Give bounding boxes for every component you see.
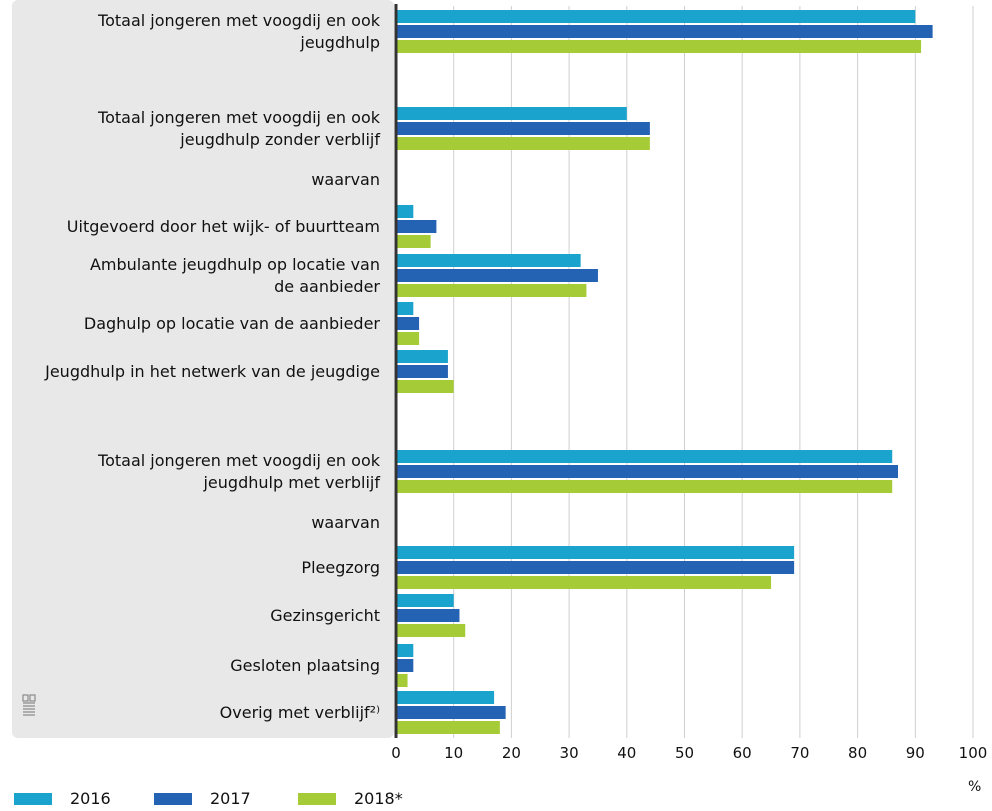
category-label: Jeugdhulp in het netwerk van de jeugdige bbox=[0, 361, 380, 383]
x-tick-label: 60 bbox=[733, 744, 752, 762]
category-label: Daghulp op locatie van de aanbieder bbox=[0, 313, 380, 335]
bar-2017-12 bbox=[396, 706, 506, 719]
bar-2017-0 bbox=[396, 25, 933, 38]
category-label-line: Daghulp op locatie van de aanbieder bbox=[83, 313, 380, 333]
bar-2017-10 bbox=[396, 609, 460, 622]
category-label: Totaal jongeren met voogdij en ook jeugdh… bbox=[0, 10, 380, 54]
bar-2016-6 bbox=[396, 350, 448, 363]
legend-label-2017: 2017 bbox=[210, 789, 251, 808]
bar-2016-10 bbox=[396, 594, 454, 607]
bar-2017-6 bbox=[396, 365, 448, 378]
legend-label-2016: 2016 bbox=[70, 789, 111, 808]
bar-2018-12 bbox=[396, 721, 500, 734]
bar-2018-6 bbox=[396, 380, 454, 393]
category-label-line: de aanbieder bbox=[274, 276, 380, 296]
x-tick-label: 10 bbox=[444, 744, 463, 762]
category-label: Uitgevoerd door het wijk- of buurtteam bbox=[0, 216, 380, 238]
bar-2016-11 bbox=[396, 644, 414, 657]
category-label-line: Jeugdhulp in het netwerk van de jeugdige bbox=[45, 361, 380, 381]
bar-2016-7 bbox=[396, 450, 893, 463]
legend-swatch-2016 bbox=[14, 793, 52, 805]
category-label: Overig met verblijf²⁾ bbox=[0, 702, 380, 724]
bar-2016-12 bbox=[396, 691, 495, 704]
category-label-line: Gesloten plaatsing bbox=[230, 655, 380, 675]
bar-2018-1 bbox=[396, 137, 650, 150]
category-label-line: Pleegzorg bbox=[301, 557, 380, 577]
x-tick-label: 0 bbox=[391, 744, 401, 762]
category-label-line: Uitgevoerd door het wijk- of buurtteam bbox=[66, 216, 380, 236]
category-label-line: jeugdhulp bbox=[300, 32, 380, 52]
bar-2018-4 bbox=[396, 284, 587, 297]
category-label-line: jeugdhulp zonder verblijf bbox=[180, 129, 380, 149]
category-label-line: waarvan bbox=[311, 513, 380, 532]
bar-2016-9 bbox=[396, 546, 795, 559]
bar-2017-5 bbox=[396, 317, 420, 330]
category-label: waarvan bbox=[0, 512, 380, 534]
bar-2016-0 bbox=[396, 10, 916, 23]
bar-2018-11 bbox=[396, 674, 408, 687]
category-label: Gesloten plaatsing bbox=[0, 655, 380, 677]
x-axis-unit-label: % bbox=[968, 779, 982, 795]
bar-2017-1 bbox=[396, 122, 650, 135]
x-tick-label: 20 bbox=[502, 744, 521, 762]
category-label: Gezinsgericht bbox=[0, 605, 380, 627]
bar-2017-9 bbox=[396, 561, 795, 574]
bar-2017-4 bbox=[396, 269, 598, 282]
bar-2017-7 bbox=[396, 465, 898, 478]
x-tick-label: 80 bbox=[848, 744, 867, 762]
category-label: Totaal jongeren met voogdij en ook jeugdh… bbox=[0, 107, 380, 151]
category-label-line: Totaal jongeren met voogdij en ook bbox=[98, 107, 380, 127]
legend-swatch-2018 bbox=[298, 793, 336, 805]
bar-2017-3 bbox=[396, 220, 437, 233]
bar-2018-3 bbox=[396, 235, 431, 248]
category-label-line: Overig met verblijf²⁾ bbox=[219, 702, 380, 722]
cbs-logo-icon bbox=[22, 694, 36, 716]
bar-2016-5 bbox=[396, 302, 414, 315]
legend-swatch-2017 bbox=[154, 793, 192, 805]
bar-2016-1 bbox=[396, 107, 627, 120]
bar-2017-11 bbox=[396, 659, 414, 672]
legend-label-2018: 2018* bbox=[354, 789, 403, 808]
category-label: Totaal jongeren met voogdij en ook jeugdh… bbox=[0, 450, 380, 494]
x-tick-label: 50 bbox=[675, 744, 694, 762]
bar-2018-0 bbox=[396, 40, 922, 53]
x-tick-label: 30 bbox=[560, 744, 579, 762]
x-tick-label: 90 bbox=[906, 744, 925, 762]
x-tick-label: 70 bbox=[790, 744, 809, 762]
category-label-line: waarvan bbox=[311, 170, 380, 189]
bar-2018-10 bbox=[396, 624, 466, 637]
bar-2018-5 bbox=[396, 332, 420, 345]
category-label: Ambulante jeugdhulp op locatie van de aan… bbox=[0, 254, 380, 298]
label-panel-background bbox=[12, 0, 394, 738]
bar-2018-9 bbox=[396, 576, 772, 589]
category-label-line: Gezinsgericht bbox=[270, 605, 380, 625]
bar-chart: 0 10 20 30 40 50 60 70 80 90 100 bbox=[12, 0, 988, 762]
category-label-line: Totaal jongeren met voogdij en ook bbox=[98, 450, 380, 470]
bar-2016-4 bbox=[396, 254, 581, 267]
category-label-line: Totaal jongeren met voogdij en ook bbox=[98, 10, 380, 30]
category-label: waarvan bbox=[0, 169, 380, 191]
x-tick-label: 40 bbox=[617, 744, 636, 762]
category-label-line: Ambulante jeugdhulp op locatie van bbox=[89, 254, 380, 274]
x-tick-label: 100 bbox=[959, 744, 988, 762]
bar-2018-7 bbox=[396, 480, 893, 493]
category-label-line: jeugdhulp met verblijf bbox=[203, 472, 380, 492]
bar-2016-3 bbox=[396, 205, 414, 218]
category-label: Pleegzorg bbox=[0, 557, 380, 579]
